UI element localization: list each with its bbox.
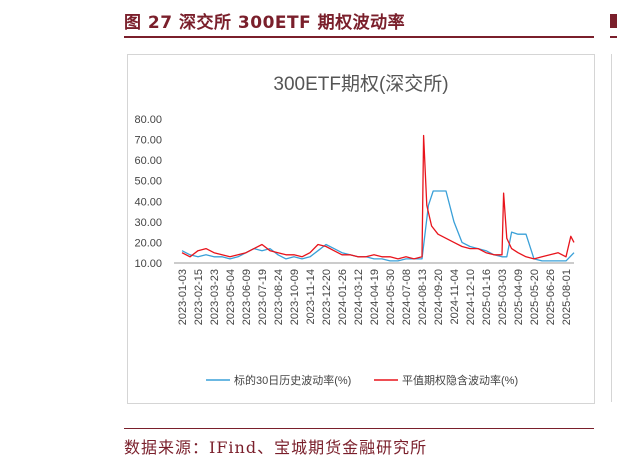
x-tick-label: 2024-07-08	[401, 269, 413, 325]
x-tick-label: 2023-08-24	[273, 269, 285, 325]
y-tick-label: 60.00	[134, 155, 162, 167]
volatility-chart: 300ETF期权(深交所) 80.00 70.00 60.00 50.00 40.00 3…	[134, 73, 575, 387]
chart-title: 300ETF期权(深交所)	[273, 73, 448, 95]
x-tick-label: 2023-03-23	[209, 269, 221, 325]
x-tick-label: 2024-08-13	[417, 269, 429, 325]
x-tick-label: 2023-07-19	[257, 269, 269, 325]
legend-label: 标的30日历史波动率(%)	[234, 373, 351, 387]
x-tick-label: 2023-01-03	[177, 269, 189, 325]
y-tick-label: 70.00	[134, 135, 162, 147]
x-tick-label: 2024-04-19	[369, 269, 381, 325]
x-tick-label: 2025-05-20	[529, 269, 541, 325]
x-tick-label: 2023-05-04	[225, 269, 237, 325]
x-tick-label: 2024-11-04	[449, 269, 461, 324]
title-rule	[124, 36, 594, 38]
x-tick-label: 2025-03-03	[497, 269, 509, 325]
legend: 标的30日历史波动率(%) 平值期权隐含波动率(%)	[206, 373, 518, 387]
x-tick-label: 2024-05-30	[385, 269, 397, 325]
chart-container: 300ETF期权(深交所) 80.00 70.00 60.00 50.00 40.00 3…	[127, 54, 595, 404]
series-lines	[181, 134, 575, 262]
x-tick-label: 2024-09-20	[433, 269, 445, 325]
x-tick-label: 2024-03-12	[353, 269, 365, 325]
y-tick-label: 80.00	[134, 114, 162, 126]
x-tick-label: 2025-01-16	[481, 269, 493, 325]
adjacent-chart-edge	[611, 54, 617, 402]
x-tick-label: 2025-04-09	[513, 269, 525, 325]
x-tick-label: 2024-01-26	[337, 269, 349, 325]
adjacent-title-rule	[610, 36, 617, 38]
x-tick-label: 2023-10-09	[289, 269, 301, 325]
y-axis: 80.00 70.00 60.00 50.00 40.00 30.00 20.00 10.00	[134, 114, 162, 270]
y-tick-label: 10.00	[134, 258, 162, 270]
y-tick-label: 40.00	[134, 196, 162, 208]
x-tick-label: 2025-08-01	[561, 269, 573, 325]
x-tick-label: 2023-02-15	[193, 269, 205, 325]
x-tick-label: 2024-12-10	[465, 269, 477, 325]
x-tick-label: 2023-12-20	[321, 269, 333, 325]
y-tick-label: 30.00	[134, 217, 162, 229]
y-tick-label: 50.00	[134, 176, 162, 188]
bottom-rule	[124, 428, 594, 429]
source-note: 数据来源：IFind、宝城期货金融研究所	[124, 438, 428, 457]
y-tick-label: 20.00	[134, 237, 162, 249]
x-tick-label: 2023-06-09	[241, 269, 253, 325]
x-axis: 2023-01-03 2023-02-15 2023-03-23 2023-05-04…	[174, 262, 574, 325]
legend-label: 平值期权隐含波动率(%)	[402, 373, 518, 387]
figure-title: 图 27 深交所 300ETF 期权波动率	[124, 13, 406, 33]
x-tick-label: 2025-06-26	[545, 269, 557, 325]
series-line-implied-vol	[181, 134, 575, 260]
adjacent-figure-edge	[610, 14, 617, 28]
x-tick-label: 2023-11-14	[305, 269, 317, 324]
